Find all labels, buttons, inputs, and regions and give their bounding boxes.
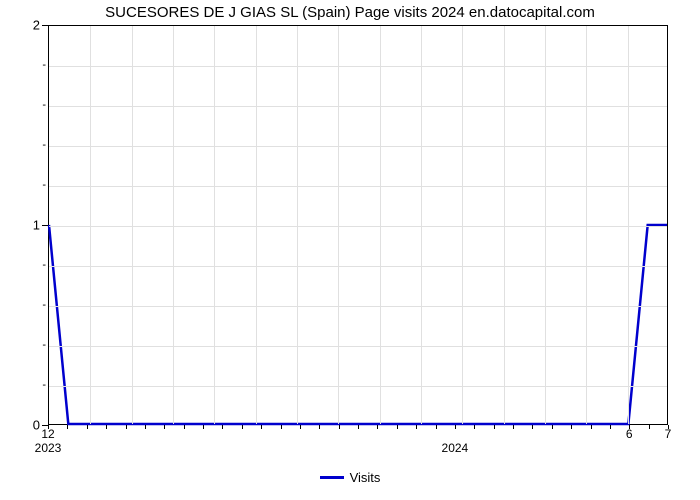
grid-v bbox=[256, 26, 257, 424]
x-minor-tick bbox=[532, 425, 533, 429]
plot-wrap: 012--------126720232024 bbox=[48, 25, 668, 425]
x-minor-tick bbox=[87, 425, 88, 429]
x-minor-tick bbox=[126, 425, 127, 429]
y-minor-tick: - bbox=[42, 339, 46, 351]
grid-h-minor bbox=[49, 386, 667, 387]
grid-h-minor bbox=[49, 106, 667, 107]
x-tick-label-year: 2024 bbox=[442, 441, 469, 455]
x-minor-tick bbox=[319, 425, 320, 429]
legend-label: Visits bbox=[350, 470, 381, 485]
y-minor-tick: - bbox=[42, 379, 46, 391]
x-tick-label-year: 2023 bbox=[35, 441, 62, 455]
x-tick-label: 12 bbox=[41, 427, 54, 441]
x-minor-tick bbox=[397, 425, 398, 429]
line-series bbox=[49, 26, 667, 424]
y-tick-label: 2 bbox=[33, 18, 40, 33]
y-major-tick bbox=[42, 225, 48, 226]
y-tick-label: 1 bbox=[33, 218, 40, 233]
x-minor-tick bbox=[552, 425, 553, 429]
x-tick-label: 7 bbox=[665, 427, 672, 441]
grid-v bbox=[90, 26, 91, 424]
x-minor-tick bbox=[591, 425, 592, 429]
x-minor-tick bbox=[494, 425, 495, 429]
x-minor-tick bbox=[610, 425, 611, 429]
x-minor-tick bbox=[649, 425, 650, 429]
x-minor-tick bbox=[203, 425, 204, 429]
grid-v bbox=[338, 26, 339, 424]
grid-h-minor bbox=[49, 146, 667, 147]
x-minor-tick bbox=[339, 425, 340, 429]
y-minor-tick: - bbox=[42, 139, 46, 151]
grid-h-minor bbox=[49, 346, 667, 347]
y-major-tick bbox=[42, 25, 48, 26]
x-minor-tick bbox=[184, 425, 185, 429]
grid-v bbox=[628, 26, 629, 424]
y-minor-tick: - bbox=[42, 99, 46, 111]
x-minor-tick bbox=[106, 425, 107, 429]
x-minor-tick bbox=[358, 425, 359, 429]
y-minor-tick: - bbox=[42, 59, 46, 71]
x-minor-tick bbox=[474, 425, 475, 429]
visits-line bbox=[49, 225, 667, 424]
grid-v bbox=[504, 26, 505, 424]
grid-v bbox=[380, 26, 381, 424]
legend: Visits bbox=[0, 469, 700, 485]
grid-h-minor bbox=[49, 306, 667, 307]
x-minor-tick bbox=[164, 425, 165, 429]
x-minor-tick bbox=[261, 425, 262, 429]
plot-area bbox=[48, 25, 668, 425]
x-tick-label: 6 bbox=[626, 427, 633, 441]
grid-v bbox=[586, 26, 587, 424]
x-minor-tick bbox=[436, 425, 437, 429]
x-minor-tick bbox=[300, 425, 301, 429]
x-minor-tick bbox=[222, 425, 223, 429]
x-minor-tick bbox=[377, 425, 378, 429]
x-minor-tick bbox=[145, 425, 146, 429]
grid-v bbox=[545, 26, 546, 424]
grid-v bbox=[214, 26, 215, 424]
x-minor-tick bbox=[67, 425, 68, 429]
y-minor-tick: - bbox=[42, 259, 46, 271]
x-minor-tick bbox=[571, 425, 572, 429]
grid-v bbox=[462, 26, 463, 424]
grid-v bbox=[297, 26, 298, 424]
chart-title: SUCESORES DE J GIAS SL (Spain) Page visi… bbox=[0, 0, 700, 21]
x-minor-tick bbox=[281, 425, 282, 429]
grid-v bbox=[173, 26, 174, 424]
grid-h-minor bbox=[49, 266, 667, 267]
grid-h-minor bbox=[49, 66, 667, 67]
y-tick-label: 0 bbox=[33, 418, 40, 433]
y-minor-tick: - bbox=[42, 179, 46, 191]
grid-h-minor bbox=[49, 186, 667, 187]
x-minor-tick bbox=[242, 425, 243, 429]
legend-swatch bbox=[320, 476, 344, 479]
x-minor-tick bbox=[455, 425, 456, 429]
x-minor-tick bbox=[416, 425, 417, 429]
grid-v bbox=[421, 26, 422, 424]
x-minor-tick bbox=[513, 425, 514, 429]
grid-v bbox=[132, 26, 133, 424]
y-minor-tick: - bbox=[42, 299, 46, 311]
grid-h bbox=[49, 226, 667, 227]
